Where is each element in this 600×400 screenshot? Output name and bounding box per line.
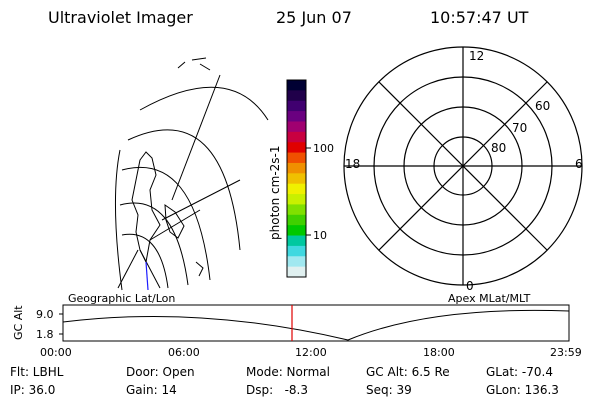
status-filter: Flt: LBHL	[10, 365, 64, 379]
mlt-label-0: 0	[466, 279, 474, 293]
y-tick-label-9: 9.0	[36, 308, 54, 321]
geo-map-title: Geographic Lat/Lon	[68, 292, 176, 305]
colorbar-stripe	[287, 121, 306, 133]
status-glon: GLon: 136.3	[486, 383, 559, 397]
colorbar-frame	[286, 79, 307, 278]
colorbar-stripe	[287, 100, 306, 112]
status-seq: Seq: 39	[366, 383, 412, 397]
mlat-label-60: 60	[535, 99, 550, 113]
orbit-frame	[62, 304, 570, 342]
colorbar-stripe	[287, 173, 306, 185]
colorbar-stripe	[287, 142, 306, 154]
colorbar-stripe	[287, 225, 306, 237]
status-dsp: Dsp: -8.3	[246, 383, 309, 397]
status-glat: GLat: -70.4	[486, 365, 553, 379]
instrument-title: Ultraviolet Imager	[48, 8, 193, 27]
altitude-curve	[62, 309, 570, 341]
colorbar-label-100: 100	[313, 142, 334, 155]
time-label: 10:57:47 UT	[430, 8, 529, 27]
colorbar-unit-label: photon cm-2s-1	[268, 146, 282, 241]
colorbar-stripe	[287, 214, 306, 226]
status-ip: IP: 36.0	[10, 383, 56, 397]
mlat-label-80: 80	[491, 141, 506, 155]
colorbar-stripe	[287, 256, 306, 268]
colorbar-stripe	[287, 131, 306, 143]
mlt-label-12: 12	[469, 49, 484, 63]
status-gain: Gain: 14	[126, 383, 177, 397]
x-tick-1200: 12:00	[295, 346, 327, 359]
colorbar-stripe	[287, 235, 306, 247]
status-gc-alt: GC Alt: 6.5 Re	[366, 365, 450, 379]
colorbar-stripe	[287, 162, 306, 174]
y-tick-label-1-8: 1.8	[36, 328, 54, 341]
x-tick-2359: 23:59	[550, 346, 582, 359]
mlt-label-6: 6	[575, 157, 583, 171]
status-mode: Mode: Normal	[246, 365, 330, 379]
x-tick-1800: 18:00	[423, 346, 455, 359]
colorbar-label-10: 10	[313, 229, 327, 242]
colorbar-stripe	[287, 183, 306, 195]
colorbar-stripe	[287, 266, 306, 278]
x-tick-0000: 00:00	[40, 346, 72, 359]
x-tick-0600: 06:00	[168, 346, 200, 359]
polar-plot-title: Apex MLat/MLT	[448, 292, 531, 305]
colorbar-stripe	[287, 152, 306, 164]
colorbar-stripe	[287, 111, 306, 122]
colorbar-stripe	[287, 194, 306, 205]
mlt-label-18: 18	[345, 157, 360, 171]
mlt-diag-2	[378, 81, 548, 251]
colorbar-stripe	[287, 80, 306, 91]
colorbar-stripe	[287, 204, 306, 216]
colorbar-stripe	[287, 245, 306, 257]
colorbar-stripe	[287, 90, 306, 102]
orbit-ylabel: GC Alt	[12, 305, 25, 340]
status-door: Door: Open	[126, 365, 195, 379]
mlat-label-70: 70	[512, 121, 527, 135]
date-label: 25 Jun 07	[276, 8, 352, 27]
